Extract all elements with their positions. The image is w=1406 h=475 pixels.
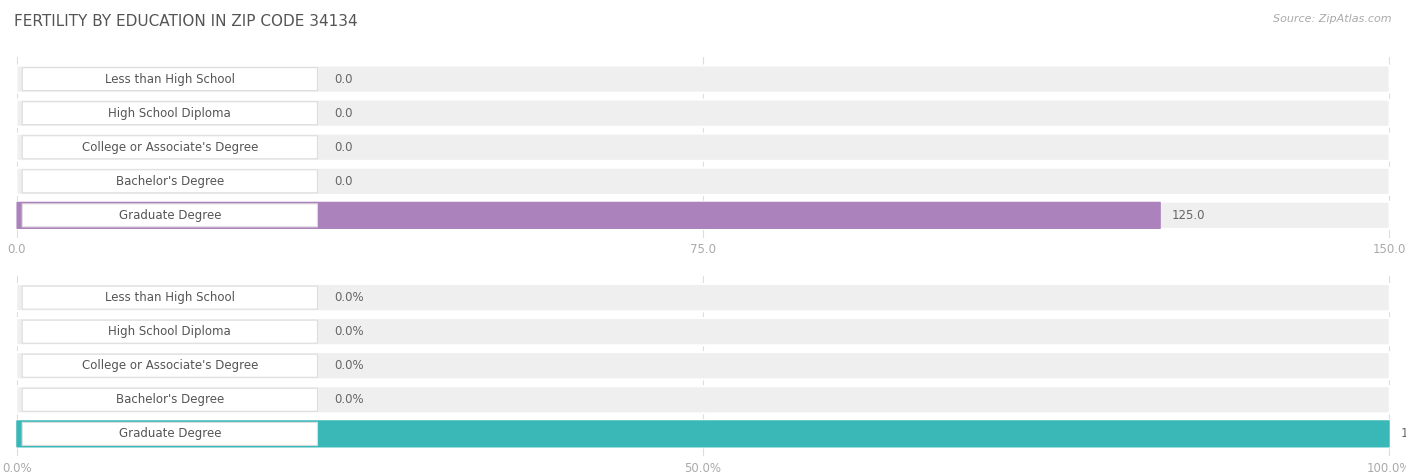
FancyBboxPatch shape	[22, 286, 318, 309]
FancyBboxPatch shape	[17, 284, 1389, 311]
FancyBboxPatch shape	[22, 354, 318, 377]
Text: Graduate Degree: Graduate Degree	[118, 428, 221, 440]
FancyBboxPatch shape	[22, 388, 318, 411]
Text: 100.0%: 100.0%	[1400, 428, 1406, 440]
FancyBboxPatch shape	[17, 386, 1389, 413]
Text: 0.0%: 0.0%	[333, 291, 364, 304]
Text: 0.0: 0.0	[333, 107, 353, 120]
Text: High School Diploma: High School Diploma	[108, 107, 231, 120]
FancyBboxPatch shape	[17, 66, 1389, 93]
Text: 0.0%: 0.0%	[333, 393, 364, 406]
Text: Bachelor's Degree: Bachelor's Degree	[115, 393, 224, 406]
FancyBboxPatch shape	[17, 318, 1389, 345]
Text: 0.0%: 0.0%	[333, 325, 364, 338]
Text: Less than High School: Less than High School	[105, 291, 235, 304]
Text: 0.0: 0.0	[333, 175, 353, 188]
FancyBboxPatch shape	[22, 320, 318, 343]
Text: 0.0: 0.0	[333, 73, 353, 86]
Text: College or Associate's Degree: College or Associate's Degree	[82, 141, 259, 154]
FancyBboxPatch shape	[17, 168, 1389, 195]
FancyBboxPatch shape	[17, 420, 1389, 447]
FancyBboxPatch shape	[17, 100, 1389, 127]
Text: College or Associate's Degree: College or Associate's Degree	[82, 359, 259, 372]
FancyBboxPatch shape	[22, 102, 318, 125]
FancyBboxPatch shape	[17, 352, 1389, 380]
Text: 0.0%: 0.0%	[333, 359, 364, 372]
FancyBboxPatch shape	[17, 202, 1161, 229]
FancyBboxPatch shape	[22, 422, 318, 446]
Text: Source: ZipAtlas.com: Source: ZipAtlas.com	[1274, 14, 1392, 24]
FancyBboxPatch shape	[17, 133, 1389, 161]
FancyBboxPatch shape	[22, 136, 318, 159]
FancyBboxPatch shape	[17, 420, 1389, 447]
FancyBboxPatch shape	[22, 204, 318, 227]
Text: 125.0: 125.0	[1171, 209, 1205, 222]
Text: 0.0: 0.0	[333, 141, 353, 154]
Text: Less than High School: Less than High School	[105, 73, 235, 86]
Text: FERTILITY BY EDUCATION IN ZIP CODE 34134: FERTILITY BY EDUCATION IN ZIP CODE 34134	[14, 14, 357, 29]
FancyBboxPatch shape	[22, 67, 318, 91]
FancyBboxPatch shape	[22, 170, 318, 193]
Text: Graduate Degree: Graduate Degree	[118, 209, 221, 222]
FancyBboxPatch shape	[17, 202, 1389, 229]
Text: Bachelor's Degree: Bachelor's Degree	[115, 175, 224, 188]
Text: High School Diploma: High School Diploma	[108, 325, 231, 338]
